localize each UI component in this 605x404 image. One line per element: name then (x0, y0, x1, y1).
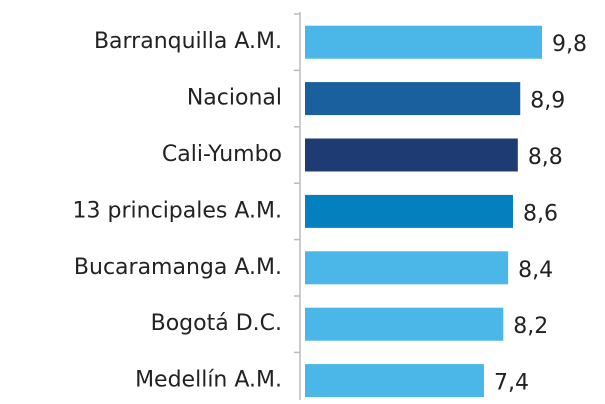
category-label: Bucaramanga A.M. (74, 255, 282, 280)
value-label: 8,8 (528, 145, 563, 170)
category-label: 13 principales A.M. (73, 198, 282, 223)
bar (305, 364, 484, 398)
bar (305, 307, 504, 341)
value-label: 8,6 (523, 201, 558, 226)
bar (305, 251, 509, 285)
value-label: 8,9 (530, 89, 565, 114)
category-label: Medellín A.M. (135, 368, 282, 393)
bar (305, 82, 521, 116)
category-label: Barranquilla A.M. (94, 29, 282, 54)
category-label: Cali-Yumbo (162, 142, 282, 167)
category-label: Bogotá D.C. (151, 311, 282, 336)
value-label: 8,4 (518, 258, 553, 283)
bar (305, 194, 513, 228)
value-label: 7,4 (494, 371, 529, 396)
bar (305, 25, 542, 59)
bar (305, 138, 518, 172)
value-label: 9,8 (552, 32, 587, 57)
category-label: Nacional (187, 86, 282, 111)
value-label: 8,2 (513, 314, 548, 339)
